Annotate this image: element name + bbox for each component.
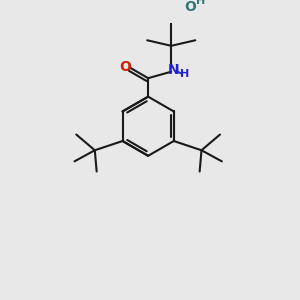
Text: O: O xyxy=(185,0,197,14)
Text: H: H xyxy=(180,70,189,80)
Text: O: O xyxy=(119,60,131,74)
Text: H: H xyxy=(196,0,206,7)
Text: N: N xyxy=(168,63,180,77)
